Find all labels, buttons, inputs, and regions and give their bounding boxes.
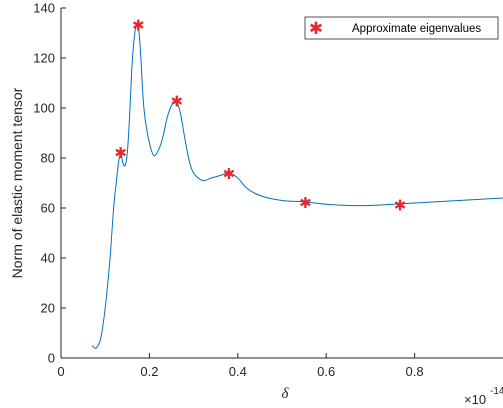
eigenvalue-marker: ✱	[114, 144, 127, 162]
x-axis-label: δ	[282, 386, 290, 402]
y-axis-label: Norm of elastic moment tensor	[9, 87, 25, 278]
y-tick-label: 100	[33, 101, 55, 116]
eigenvalue-marker: ✱	[171, 93, 184, 111]
eigenvalue-marker: ✱	[223, 165, 236, 183]
legend-marker: ✱	[309, 19, 323, 39]
eigenvalue-marker: ✱	[132, 16, 145, 34]
y-tick-label: 120	[33, 51, 55, 66]
y-tick-label: 40	[41, 251, 55, 266]
axes: 0 20 40 60 80 100 120 140 0 0.2 0.4 0.6 0.8	[33, 1, 503, 379]
x-exponent: ×10 -14	[464, 386, 503, 407]
y-tick-label: 80	[41, 151, 55, 166]
series-line-0	[91, 22, 503, 349]
legend-box	[304, 16, 499, 40]
x-tick-label: 0.8	[406, 364, 424, 379]
x-tick-label: 0	[57, 364, 64, 379]
x-exponent-power: -14	[490, 386, 503, 397]
y-tick-label: 0	[48, 351, 55, 366]
legend-label: Approximate eigenvalues	[352, 23, 481, 35]
legend: ✱ Approximate eigenvalues	[304, 16, 499, 40]
eigenvalue-marker: ✱	[299, 194, 312, 212]
y-tick-label: 20	[41, 301, 55, 316]
eigenvalue-marker: ✱	[394, 196, 407, 214]
plot-area: ✱ ✱ ✱ ✱ ✱ ✱	[91, 16, 503, 349]
x-tick-label: 0.2	[140, 364, 158, 379]
x-tick-label: 0.4	[229, 364, 247, 379]
x-tick-label: 0.6	[317, 364, 335, 379]
y-tick-label: 60	[41, 201, 55, 216]
x-exponent-base: ×10	[464, 392, 486, 407]
y-tick-label: 140	[33, 1, 55, 16]
